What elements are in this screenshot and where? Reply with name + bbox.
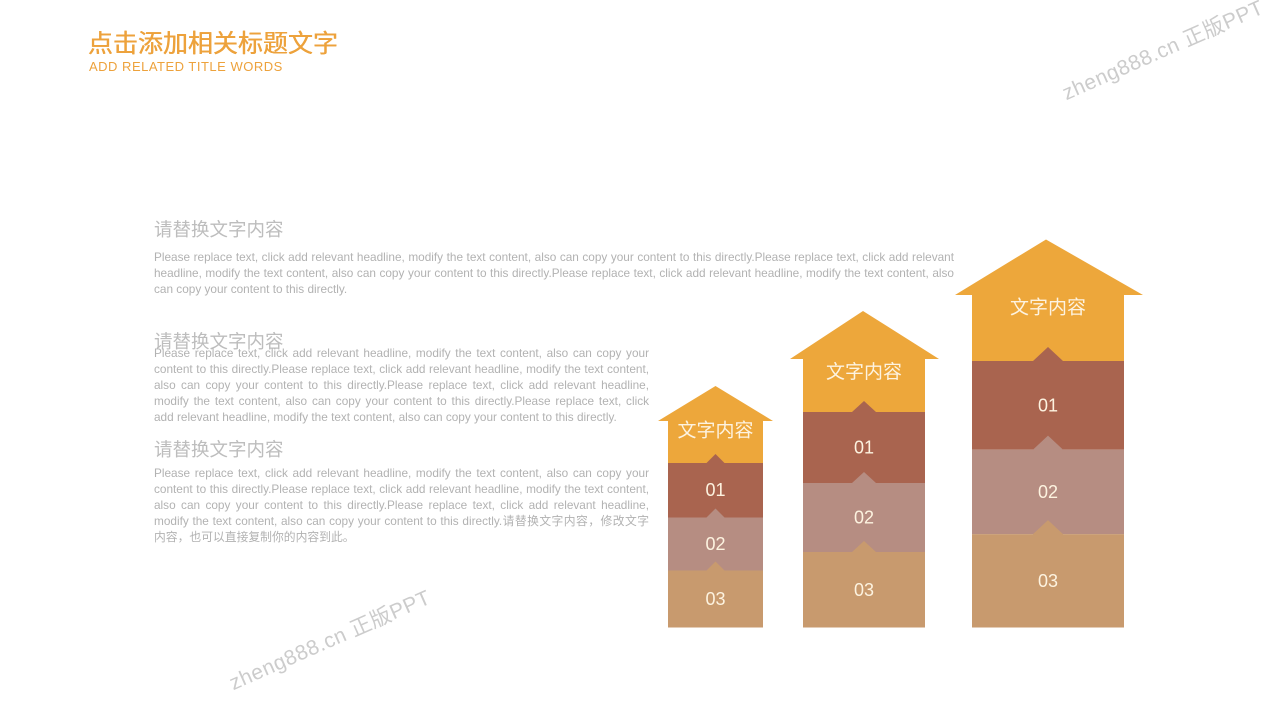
svg-text:文字内容: 文字内容 bbox=[826, 361, 902, 383]
svg-text:文字内容: 文字内容 bbox=[677, 420, 753, 442]
svg-text:02: 02 bbox=[1038, 482, 1058, 502]
svg-text:03: 03 bbox=[854, 580, 874, 600]
svg-text:01: 01 bbox=[1038, 395, 1058, 415]
svg-text:02: 02 bbox=[705, 534, 725, 554]
svg-text:文字内容: 文字内容 bbox=[1010, 297, 1086, 319]
svg-text:01: 01 bbox=[705, 480, 725, 500]
svg-text:03: 03 bbox=[1038, 571, 1058, 591]
svg-text:01: 01 bbox=[854, 438, 874, 458]
svg-text:02: 02 bbox=[854, 508, 874, 528]
svg-text:03: 03 bbox=[705, 589, 725, 609]
